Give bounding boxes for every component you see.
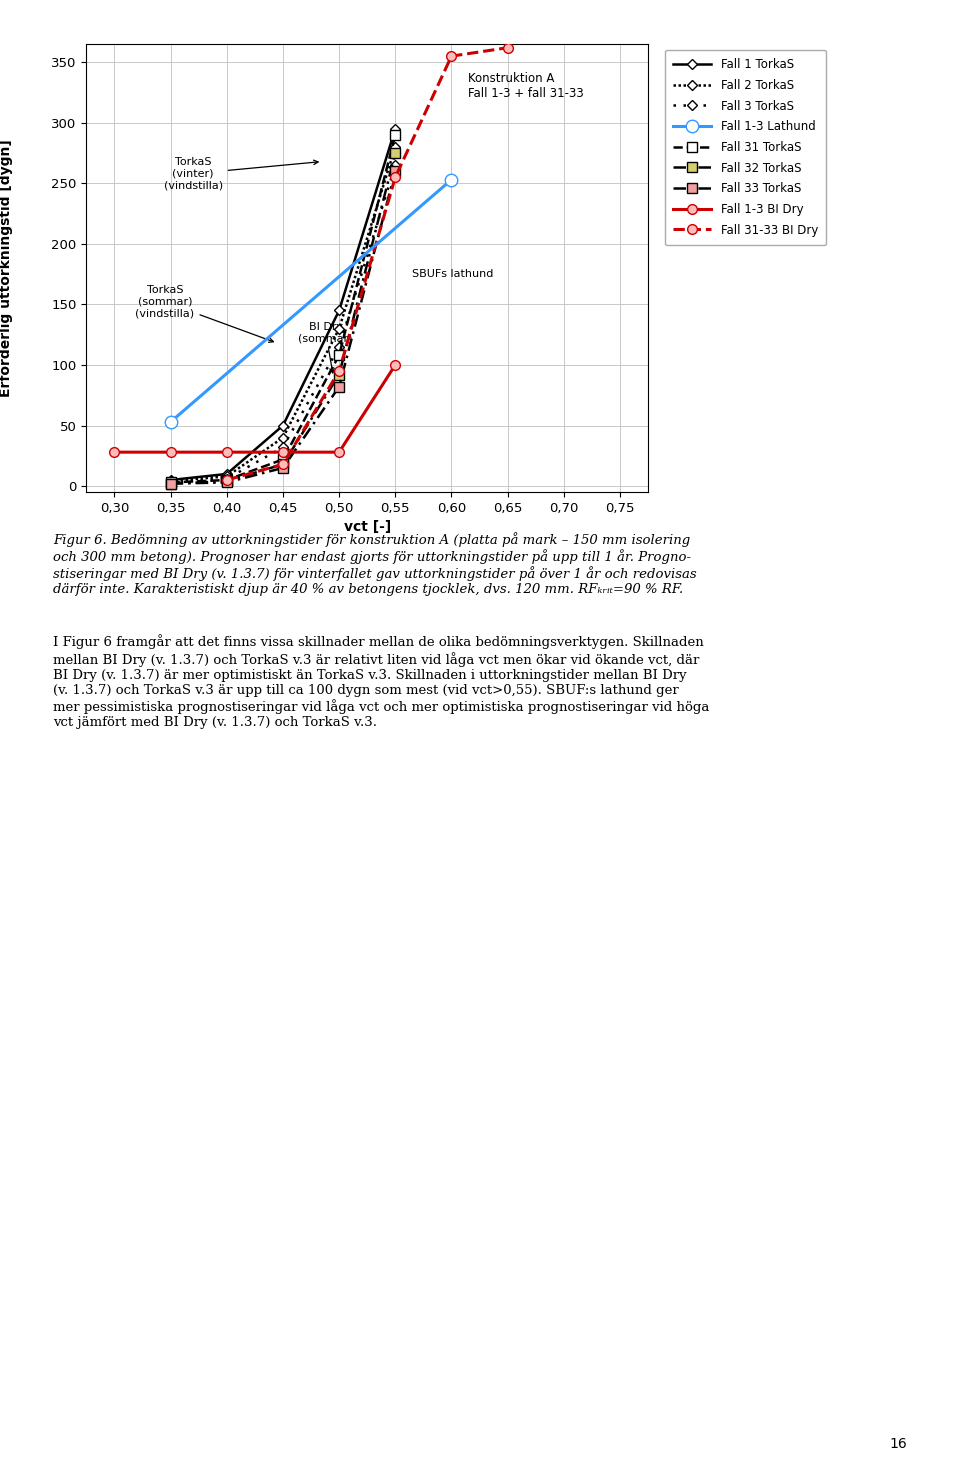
Text: TorkaS
(sommar)
(vindstilla): TorkaS (sommar) (vindstilla) (135, 285, 274, 342)
Text: TorkaS
(vinter)
(vindstilla): TorkaS (vinter) (vindstilla) (163, 157, 318, 191)
Text: Figur 6. Bedömning av uttorkningstider för konstruktion A (platta på mark – 150 : Figur 6. Bedömning av uttorkningstider f… (53, 532, 696, 596)
Y-axis label: Erforderlig uttorkningstid [dygn]: Erforderlig uttorkningstid [dygn] (0, 140, 13, 397)
Text: SBUFs lathund: SBUFs lathund (412, 269, 493, 279)
Legend: Fall 1 TorkaS, Fall 2 TorkaS, Fall 3 TorkaS, Fall 1-3 Lathund, Fall 31 TorkaS, F: Fall 1 TorkaS, Fall 2 TorkaS, Fall 3 Tor… (665, 50, 827, 245)
Text: I Figur 6 framgår att det finns vissa skillnader mellan de olika bedömningsverkt: I Figur 6 framgår att det finns vissa sk… (53, 635, 709, 729)
X-axis label: vct [-]: vct [-] (344, 520, 391, 535)
Text: BI Dry
(sommar): BI Dry (sommar) (299, 322, 353, 373)
Text: Konstruktion A
Fall 1-3 + fall 31-33: Konstruktion A Fall 1-3 + fall 31-33 (468, 72, 584, 100)
Text: 16: 16 (890, 1437, 907, 1451)
